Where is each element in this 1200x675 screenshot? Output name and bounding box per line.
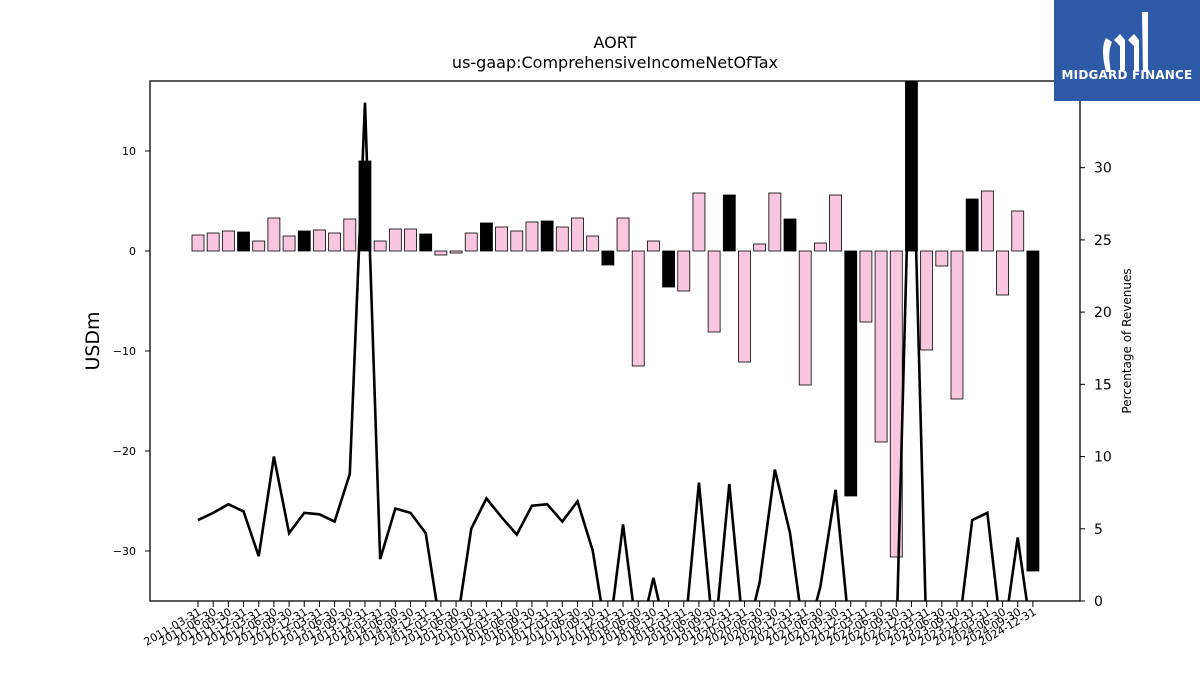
bar-annual [722,194,736,252]
y2-tick-label: 20 [1094,305,1112,321]
bar-annual [1026,250,1040,572]
bar-quarter [677,250,691,292]
y-tick-label: −30 [113,545,136,558]
y-tick-label: 0 [129,245,136,258]
bar-quarter [631,250,645,367]
bar-quarter [252,240,266,252]
bar-quarter [343,218,357,252]
bar-quarter [282,235,296,252]
bar-quarter [388,228,402,252]
bar-quarter [798,250,812,386]
bar-quarter [313,229,326,252]
brand-logo: MIDGARD FINANCE [1054,0,1200,101]
plot-frame [149,80,1081,602]
bar-quarter [935,250,949,267]
bar-annual [662,250,675,288]
bar-quarter [829,194,842,252]
y2-tick-label: 10 [1094,450,1112,466]
bar-quarter [267,217,281,252]
bar-quarter [525,221,539,252]
bar-quarter [738,250,751,363]
bar-quarter [449,250,463,254]
bar-quarter [920,250,934,351]
bar-quarter [980,190,994,252]
bar-annual [783,218,797,252]
chart-title: AORT [594,33,637,52]
bar-quarter [464,232,478,252]
bar-quarter [495,226,509,252]
bar-quarter [1011,210,1025,252]
bar-quarter [768,192,782,252]
y-tick-label: 10 [122,145,136,158]
bar-quarter [328,232,342,252]
y-axis-label: USDm [82,311,104,370]
bar-quarter [206,232,220,252]
bar-quarter [586,235,600,252]
y2-tick-label: 15 [1094,377,1112,393]
percentage-of-revenues-line [197,81,1029,601]
bar-annual [844,250,858,497]
y2-tick-label: 25 [1094,233,1112,249]
y-tick-label: −10 [113,345,136,358]
bar-quarter [555,226,569,252]
bar-quarter [571,217,584,252]
chart-subtitle: us-gaap:ComprehensiveIncomeNetOfTax [452,53,778,72]
bar-annual [297,230,311,252]
bar-quarter [950,250,964,400]
bar-quarter [996,250,1009,296]
y-tick-label: −20 [113,445,136,458]
bar-quarter [813,242,827,252]
bar-quarter [221,230,235,252]
bar-annual [965,198,979,252]
bar-annual [419,233,433,252]
y2-tick-label: 0 [1094,594,1103,610]
bar-quarter [859,250,873,323]
brand-name: MIDGARD FINANCE [1061,68,1193,82]
midgard-logo-icon [1103,12,1148,72]
bar-quarter [373,240,387,252]
bar-annual [601,250,615,266]
bar-quarter [707,250,721,333]
bar-quarter [874,250,888,443]
bar-quarter [647,240,660,252]
bar-quarter [692,192,706,252]
bar-quarter [616,217,630,252]
bar-quarter [404,228,417,252]
bar-quarter [510,230,524,252]
bar-annual [480,222,493,252]
bar-annual [540,220,554,252]
bar-quarter [434,250,448,256]
y2-axis-label: Percentage of Revenues [1120,268,1134,413]
bar-quarter [753,243,767,252]
y2-tick-label: 5 [1094,522,1103,538]
bar-quarter [191,234,205,252]
bar-annual [237,231,250,252]
y2-tick-label: 30 [1094,161,1112,177]
